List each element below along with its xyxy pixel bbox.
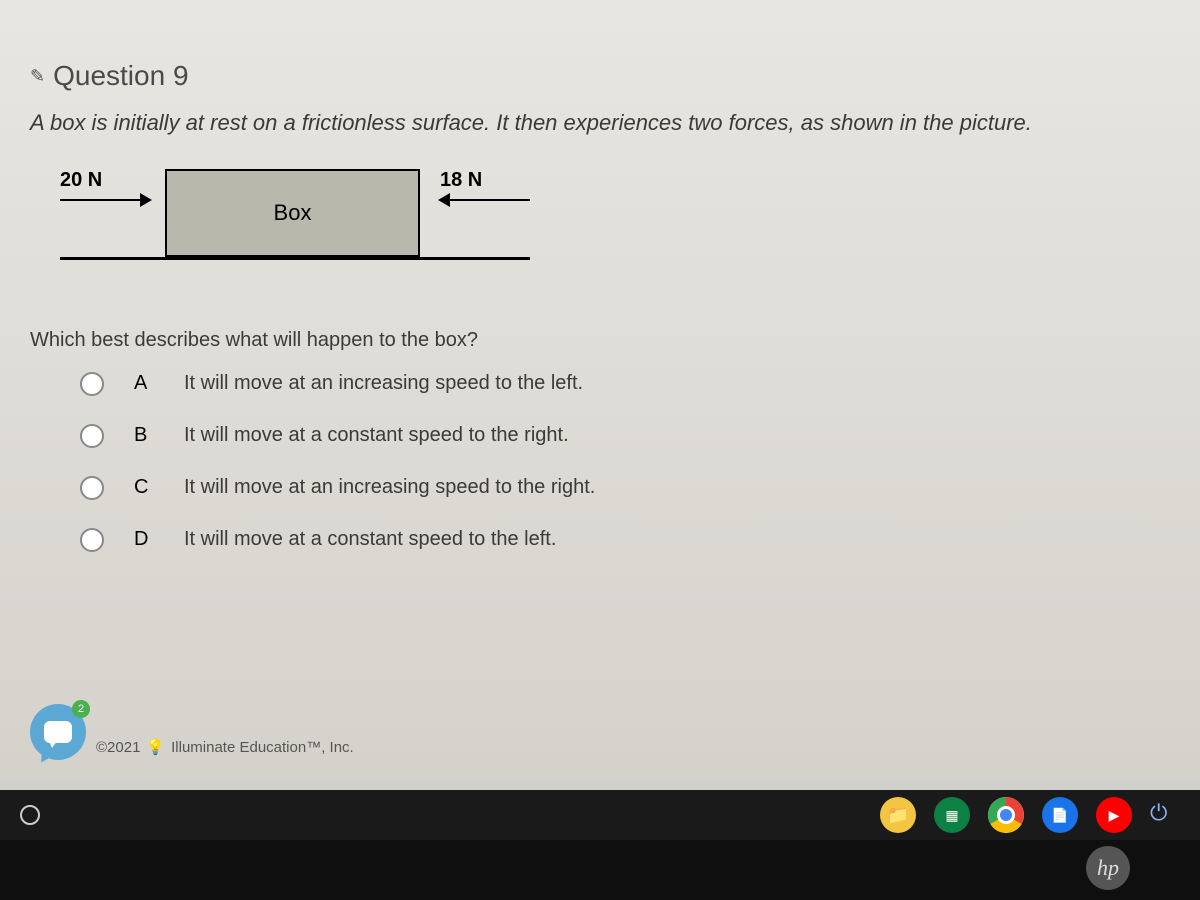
chat-icon xyxy=(44,721,72,743)
copyright-year: ©2021 xyxy=(96,739,140,756)
footer-area: 2 ©2021 💡 Illuminate Education™, Inc. xyxy=(30,704,354,760)
option-text: It will move at a constant speed to the … xyxy=(184,424,569,447)
option-letter: D xyxy=(134,528,154,551)
sub-question: Which best describes what will happen to… xyxy=(30,329,1150,352)
launcher-icon[interactable] xyxy=(20,805,40,825)
hp-logo: hp xyxy=(1086,846,1130,890)
left-force-label: 20 N xyxy=(60,169,102,192)
option-row[interactable]: D It will move at a constant speed to th… xyxy=(80,528,1150,552)
option-row[interactable]: C It will move at an increasing speed to… xyxy=(80,476,1150,500)
taskbar-right: 📁 ▦ 📄 ▶ ⏻ xyxy=(880,797,1180,833)
option-text: It will move at an increasing speed to t… xyxy=(184,476,595,499)
option-text: It will move at an increasing speed to t… xyxy=(184,372,583,395)
option-row[interactable]: A It will move at an increasing speed to… xyxy=(80,372,1150,396)
right-force-label: 18 N xyxy=(440,169,482,192)
notification-badge: 2 xyxy=(72,700,90,718)
taskbar: 📁 ▦ 📄 ▶ ⏻ xyxy=(0,790,1200,840)
box-label: Box xyxy=(274,200,312,226)
question-card: ✎ Question 9 A box is initially at rest … xyxy=(0,40,1180,610)
files-app-icon[interactable]: 📁 xyxy=(880,797,916,833)
option-row[interactable]: B It will move at a constant speed to th… xyxy=(80,424,1150,448)
arrow-right-icon xyxy=(60,199,150,201)
sheets-app-icon[interactable]: ▦ xyxy=(934,797,970,833)
option-letter: C xyxy=(134,476,154,499)
option-letter: B xyxy=(134,424,154,447)
radio-button-a[interactable] xyxy=(80,372,104,396)
company-name: Illuminate Education™, Inc. xyxy=(171,739,354,756)
power-icon[interactable]: ⏻ xyxy=(1150,800,1180,830)
question-prompt: A box is initially at rest on a friction… xyxy=(30,108,1150,139)
youtube-app-icon[interactable]: ▶ xyxy=(1096,797,1132,833)
question-number: Question 9 xyxy=(53,60,188,92)
bulb-icon: 💡 xyxy=(146,738,165,756)
pencil-icon: ✎ xyxy=(30,66,45,87)
copyright-text: ©2021 💡 Illuminate Education™, Inc. xyxy=(96,738,354,756)
laptop-bezel xyxy=(0,840,1200,900)
chrome-app-icon[interactable] xyxy=(988,797,1024,833)
arrow-left-icon xyxy=(440,199,530,201)
force-diagram: 20 N Box 18 N xyxy=(60,169,560,289)
taskbar-left xyxy=(20,805,880,825)
quiz-page: ✎ Question 9 A box is initially at rest … xyxy=(0,0,1200,780)
surface-line xyxy=(60,257,530,260)
docs-app-icon[interactable]: 📄 xyxy=(1042,797,1078,833)
radio-button-d[interactable] xyxy=(80,528,104,552)
radio-button-b[interactable] xyxy=(80,424,104,448)
option-text: It will move at a constant speed to the … xyxy=(184,528,556,551)
radio-button-c[interactable] xyxy=(80,476,104,500)
option-letter: A xyxy=(134,372,154,395)
question-header: ✎ Question 9 xyxy=(30,60,1150,92)
answer-options: A It will move at an increasing speed to… xyxy=(30,372,1150,552)
box-shape: Box xyxy=(165,169,420,257)
chat-button[interactable]: 2 xyxy=(30,704,86,760)
